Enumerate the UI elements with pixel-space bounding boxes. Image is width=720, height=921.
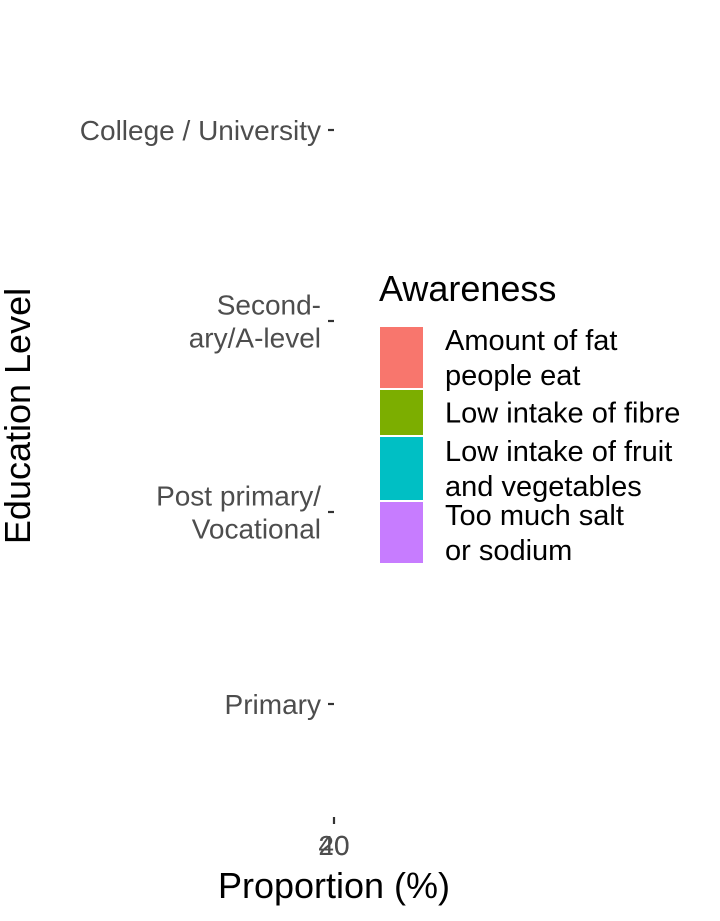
legend-label: Amount of fat: [445, 325, 618, 357]
y-tick-label: Primary: [225, 689, 321, 720]
y-axis-title: Education Level: [0, 288, 38, 544]
legend-key: [380, 437, 423, 500]
y-tick-label: Vocational: [192, 514, 321, 545]
x-axis-title: Proportion (%): [218, 865, 450, 906]
y-tick-label: Second-: [217, 290, 321, 321]
legend-key: [380, 502, 423, 563]
legend-label: Too much salt: [445, 500, 624, 532]
legend-label: and vegetables: [445, 471, 642, 503]
legend-title: Awareness: [379, 268, 556, 309]
y-tick-label: ary/A-level: [189, 323, 321, 354]
legend-label: Low intake of fibre: [445, 398, 680, 430]
y-tick-label: Post primary/: [156, 481, 321, 512]
legend-label: or sodium: [445, 535, 572, 567]
x-tick-label: 40: [318, 830, 349, 861]
y-tick-label: College / University: [80, 115, 321, 146]
y-axis: College / University Second-ary/A-level Po…: [80, 115, 334, 720]
legend-label: people eat: [445, 360, 580, 392]
legend-key: [380, 390, 423, 435]
legend-key: [380, 327, 423, 388]
x-tick-label: 20: [318, 830, 349, 861]
legend-label: Low intake of fruit: [445, 436, 672, 468]
